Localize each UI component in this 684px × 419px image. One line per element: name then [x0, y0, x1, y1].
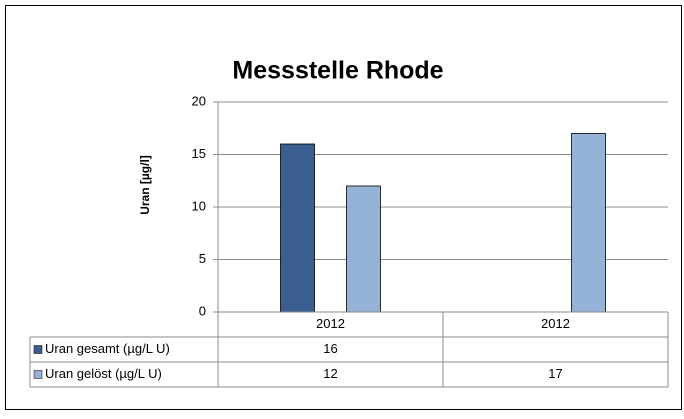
x-tick-label: 2012 [316, 316, 345, 331]
y-tick-label: 10 [192, 198, 206, 213]
bar [571, 133, 606, 313]
y-tick-label: 5 [199, 251, 206, 266]
table-value: 12 [323, 366, 337, 381]
y-tick-label: 20 [192, 93, 206, 108]
legend-key [33, 345, 43, 354]
bar [280, 143, 315, 313]
x-tick-label: 2012 [541, 316, 570, 331]
bar [346, 185, 381, 313]
legend-label: Uran gelöst (µg/L U) [45, 366, 162, 381]
legend-label: Uran gesamt (µg/L U) [45, 341, 170, 356]
y-tick-label: 15 [192, 146, 206, 161]
chart-title: Messstelle Rhode [232, 57, 443, 85]
table-value: 17 [548, 366, 562, 381]
table-value: 16 [323, 341, 337, 356]
legend-key [33, 370, 43, 379]
y-axis-label: Uran [µg/l] [138, 155, 152, 215]
y-tick-label: 0 [199, 303, 206, 318]
